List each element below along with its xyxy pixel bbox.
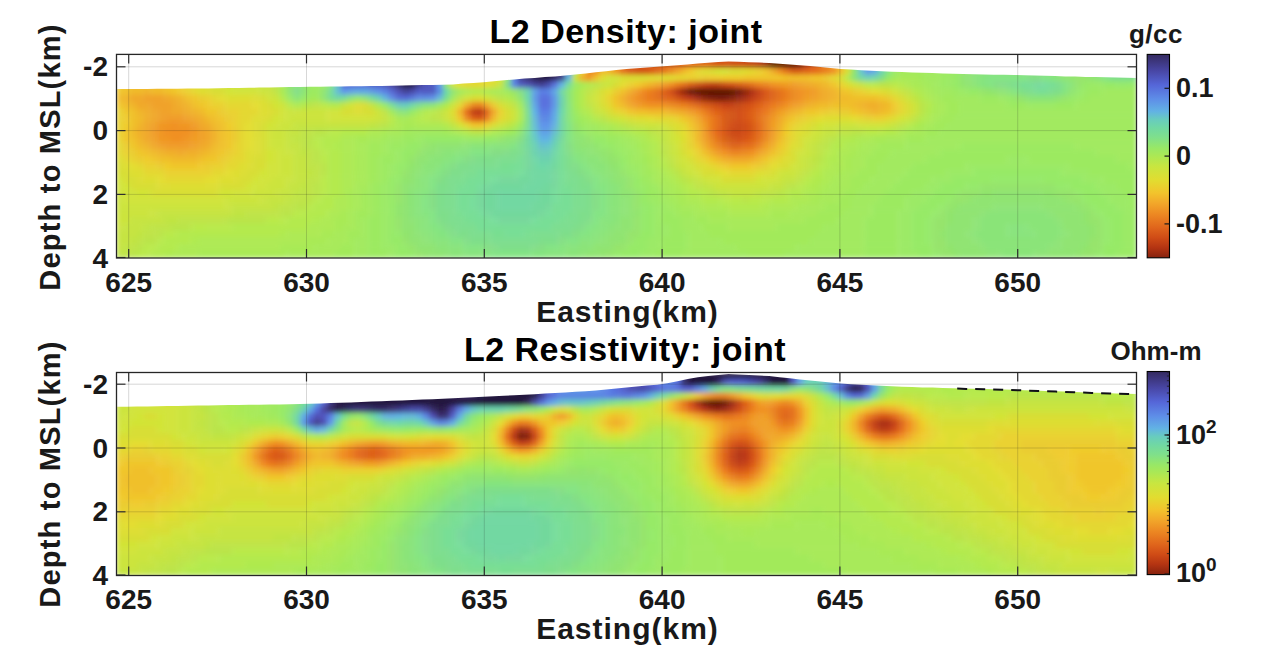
svg-text:640: 640 [639,584,686,615]
svg-text:Ohm-m: Ohm-m [1111,336,1202,366]
svg-text:g/cc: g/cc [1129,19,1183,49]
svg-text:640: 640 [639,267,686,298]
svg-text:0: 0 [1176,141,1191,171]
svg-text:630: 630 [283,584,330,615]
svg-text:635: 635 [461,584,508,615]
svg-text:2: 2 [92,179,108,210]
svg-text:L2 Density: joint: L2 Density: joint [490,12,763,50]
svg-text:0: 0 [92,433,108,464]
svg-text:635: 635 [461,267,508,298]
svg-text:Depth to MSL(km): Depth to MSL(km) [34,23,66,290]
svg-text:-2: -2 [83,369,108,400]
svg-text:645: 645 [817,584,864,615]
svg-text:-2: -2 [83,51,108,82]
svg-text:0: 0 [92,115,108,146]
svg-text:Easting(km): Easting(km) [536,295,719,328]
svg-text:-0.1: -0.1 [1176,209,1223,239]
svg-text:650: 650 [994,267,1041,298]
svg-text:0.1: 0.1 [1176,73,1214,103]
svg-text:645: 645 [817,267,864,298]
svg-text:2: 2 [92,496,108,527]
svg-text:Depth to MSL(km): Depth to MSL(km) [34,340,66,607]
svg-text:650: 650 [994,584,1041,615]
svg-text:L2 Resistivity: joint: L2 Resistivity: joint [464,330,786,368]
svg-text:625: 625 [105,267,152,298]
svg-text:Easting(km): Easting(km) [536,612,719,645]
svg-text:630: 630 [283,267,330,298]
svg-text:625: 625 [105,584,152,615]
